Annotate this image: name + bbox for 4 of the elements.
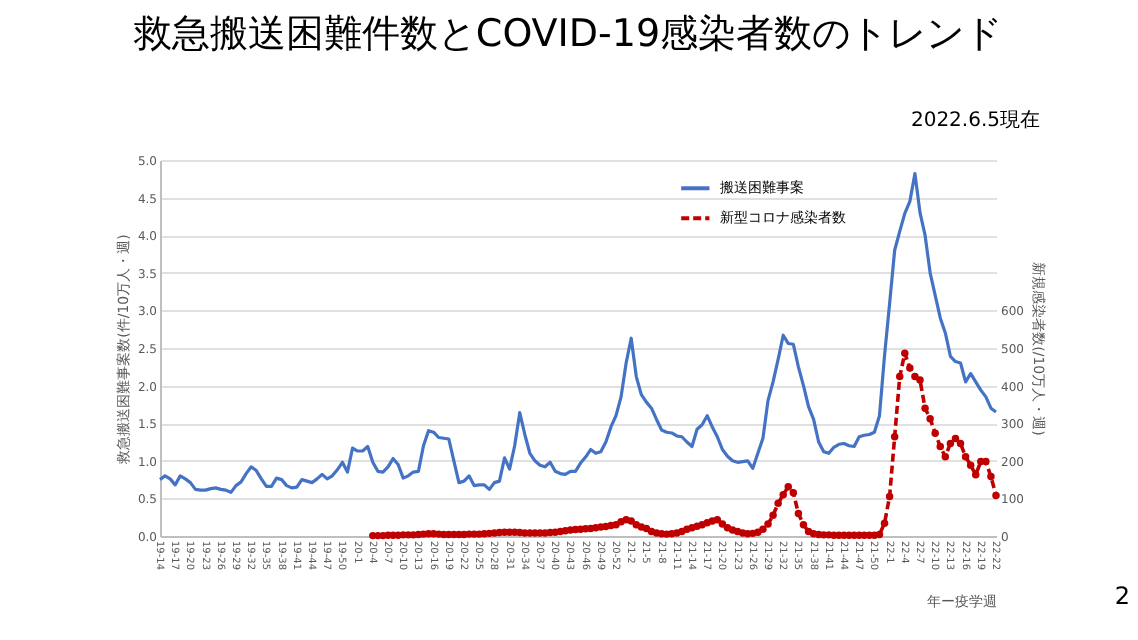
text: 2 bbox=[1114, 582, 1130, 610]
chart-title: 救急搬送困難件数とCOVID-19感染者数のトレンド bbox=[131, 12, 1003, 56]
line-series bbox=[158, 171, 998, 494]
chart-subtitle: 2022.6.5現在 bbox=[910, 108, 1040, 132]
